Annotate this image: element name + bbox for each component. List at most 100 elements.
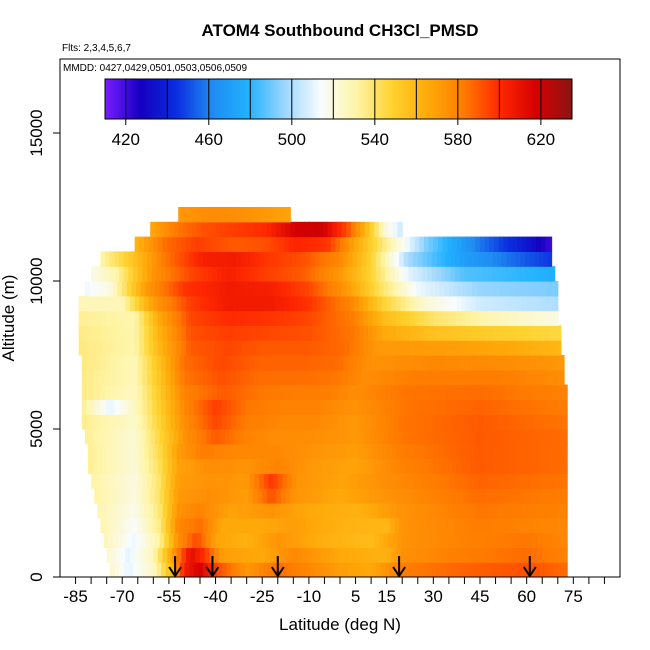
heat-cell [396,443,402,460]
heat-cell [123,355,130,371]
heat-cell [441,414,447,430]
heat-cell [305,517,312,534]
heat-cell [296,473,302,489]
heat-cell [102,310,108,326]
heat-cell [237,310,243,326]
heat-cell [277,517,284,534]
heat-cell [209,443,215,460]
heat-cell [417,369,424,386]
heat-cell [288,503,294,519]
heat-cell [203,473,209,489]
heat-cell [480,458,486,474]
heat-cell [428,340,434,356]
heat-cell [537,281,543,297]
heat-cell [551,429,557,445]
heat-cell [181,547,187,563]
heat-cell [302,443,308,460]
heat-cell [470,340,476,356]
heat-cell [248,207,254,223]
heat-cell [187,221,193,238]
heat-cell [512,310,518,326]
heat-cell [270,503,276,519]
heat-cell [83,310,89,326]
heat-cell [168,221,175,238]
heat-cell [360,281,366,297]
heat-cell [366,369,372,386]
heat-cell [128,251,134,267]
heat-cell [389,266,396,282]
heat-cell [355,488,361,504]
heat-cell [523,532,529,548]
heat-cell [111,458,117,474]
heat-cell [156,251,162,267]
heat-cell [181,503,187,519]
heat-cell [139,503,145,519]
heat-cell [123,473,130,489]
heat-cell [123,562,130,577]
heat-cell [92,458,98,474]
heat-cell [476,488,483,504]
heat-cell [175,473,181,489]
heat-cell [209,458,215,474]
heat-cell [554,458,560,474]
heat-cell [226,369,232,386]
heat-cell [287,399,293,415]
heat-cell [396,310,402,326]
heat-cell [81,355,88,371]
heat-cell [279,458,285,474]
heat-cell [529,355,536,371]
heat-cell [276,207,282,223]
heat-cell [234,281,240,297]
heat-cell [238,281,245,297]
heat-cell [382,295,388,312]
heat-cell [532,488,539,504]
heat-cell [242,310,248,326]
heat-cell [366,266,372,282]
heat-cell [425,488,431,504]
heat-cell [396,503,402,519]
heat-cell [232,547,238,563]
heat-cell [473,384,480,400]
heat-cell [324,369,330,386]
heat-cell [284,458,290,474]
heat-cell [512,325,518,341]
heat-cell [461,236,467,252]
heat-cell [506,562,512,577]
heat-cell [313,532,319,548]
heat-cell [450,473,456,489]
heat-cell [498,236,504,252]
heat-cell [473,473,480,489]
heat-cell [375,266,382,282]
heat-cell [158,310,164,326]
heat-cell [190,503,196,519]
heat-cell [184,399,190,415]
heat-cell [301,251,307,267]
heat-cell [350,221,357,238]
heat-cell [226,473,232,489]
heat-cell [142,266,148,282]
heat-cell [495,532,501,548]
heat-cell [461,325,467,341]
heat-cell [375,251,382,267]
heat-cell [551,488,557,504]
heat-cell [445,473,452,489]
heat-cell [117,488,123,504]
heat-cell [403,355,410,371]
heat-cell [207,517,214,534]
heat-cell [548,355,554,371]
heat-cell [271,207,277,223]
heat-cell [312,443,318,460]
heat-cell [231,251,237,267]
heat-cell [302,295,308,312]
heat-cell [329,517,335,534]
colorbar-tick-label: 420 [112,130,140,149]
heat-cell [332,281,338,297]
heat-cell [100,517,106,534]
heat-cell [526,236,532,252]
heat-cell [203,369,209,386]
heat-cell [226,266,232,282]
heat-cell [495,429,501,445]
heat-cell [221,369,228,386]
heat-cell [396,325,402,341]
